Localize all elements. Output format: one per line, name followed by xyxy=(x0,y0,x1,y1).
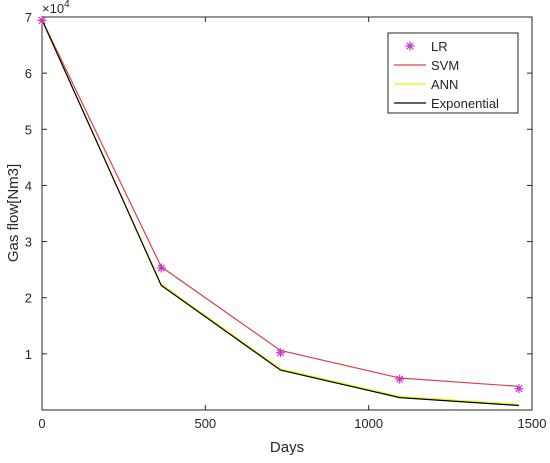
y-tick-label: 3 xyxy=(25,235,32,250)
data-point-lr xyxy=(275,348,285,358)
axis-ticks: 0 500 1000 1500 1 2 3 4 5 6 7 xyxy=(25,10,547,431)
data-point-lr xyxy=(514,384,524,394)
y-axis-label: Gas flow[Nm3] xyxy=(5,164,22,262)
legend-label-lr: LR xyxy=(431,39,448,54)
y-tick-label: 7 xyxy=(25,10,32,25)
x-tick-label: 0 xyxy=(38,416,45,431)
series-line-exponential xyxy=(41,19,519,407)
legend-swatch-lr xyxy=(405,41,415,51)
legend-item-lr: LR xyxy=(405,39,448,54)
x-axis-label: Days xyxy=(270,439,304,456)
data-point-lr xyxy=(156,263,166,273)
y-exponent-base: ×10 xyxy=(42,1,64,16)
legend-label-svm: SVM xyxy=(431,58,459,73)
y-tick-label: 2 xyxy=(25,291,32,306)
y-tick-label: 4 xyxy=(25,178,32,193)
x-tick-label: 500 xyxy=(194,416,216,431)
y-tick-label: 5 xyxy=(25,122,32,137)
legend-item-exponential: Exponential xyxy=(394,96,499,111)
legend-item-svm: SVM xyxy=(394,58,459,73)
y-exponent: ×104 xyxy=(42,0,70,16)
x-tick-label: 1000 xyxy=(354,416,383,431)
legend: LR SVM ANN Exponential xyxy=(387,32,519,114)
y-tick-label: 6 xyxy=(25,66,32,81)
data-point-lr xyxy=(37,15,47,25)
legend-label-exponential: Exponential xyxy=(431,96,499,111)
y-exponent-power: 4 xyxy=(64,0,70,10)
legend-label-ann: ANN xyxy=(431,77,458,92)
y-tick-label: 1 xyxy=(25,347,32,362)
x-tick-label: 1500 xyxy=(518,416,547,431)
data-point-lr xyxy=(395,374,405,384)
series-layer xyxy=(37,15,524,407)
legend-item-ann: ANN xyxy=(394,77,458,92)
